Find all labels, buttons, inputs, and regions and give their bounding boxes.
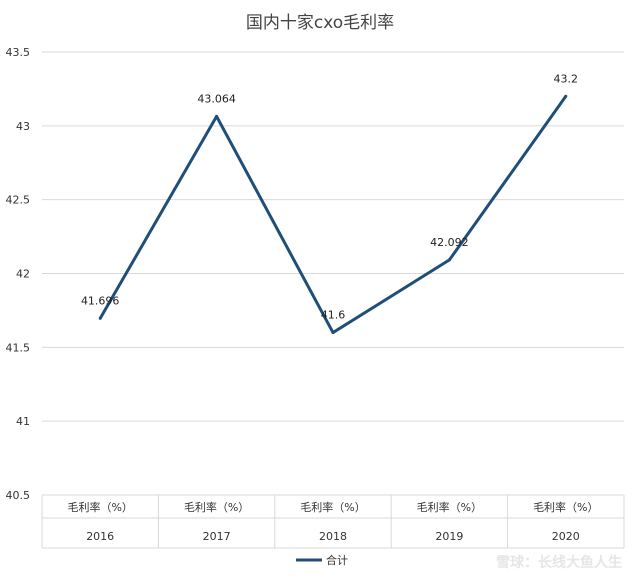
data-label: 41.696 <box>81 294 120 307</box>
series-layer <box>98 94 568 335</box>
data-label: 43.2 <box>554 72 579 85</box>
y-tick-label: 42.5 <box>6 194 31 207</box>
data-point <box>98 316 102 320</box>
x-tick-label: 2020 <box>552 530 580 543</box>
data-point <box>331 331 335 335</box>
x-tick-label: 2018 <box>319 530 347 543</box>
x-tick-label: 2019 <box>435 530 463 543</box>
y-tick-label: 41.5 <box>6 341 31 354</box>
y-tick-label: 40.5 <box>6 489 31 502</box>
category-group-label: 毛利率（%） <box>67 500 132 514</box>
data-label: 41.6 <box>321 309 346 322</box>
watermark-text: 雪球：长线大鱼人生 <box>496 554 622 571</box>
chart-title: 国内十家cxo毛利率 <box>246 13 394 33</box>
category-group-label: 毛利率（%） <box>300 500 365 514</box>
x-axis: 毛利率（%） 2016 毛利率（%） 2017 毛利率（%） 2018 毛利率（%） 2019… <box>41 495 625 549</box>
data-point <box>215 114 219 118</box>
data-labels: 41.696 43.064 41.6 42.092 43.2 <box>81 72 578 321</box>
x-tick-label: 2017 <box>203 530 231 543</box>
y-tick-label: 43 <box>16 120 30 133</box>
y-axis: 43.5 43 42.5 42 41.5 41 40.5 <box>6 46 31 502</box>
data-point <box>447 258 451 262</box>
category-group-label: 毛利率（%） <box>184 500 249 514</box>
y-tick-label: 42 <box>16 268 30 281</box>
x-tick-label: 2016 <box>86 530 114 543</box>
data-label: 43.064 <box>197 92 236 105</box>
y-tick-label: 41 <box>16 415 30 428</box>
data-point <box>564 94 568 98</box>
category-group-label: 毛利率（%） <box>533 500 598 514</box>
legend-label: 合计 <box>326 553 348 567</box>
category-group-label: 毛利率（%） <box>417 500 482 514</box>
series-line <box>98 95 568 335</box>
y-tick-label: 43.5 <box>6 46 31 59</box>
grid <box>42 51 624 496</box>
data-label: 42.092 <box>430 236 469 249</box>
legend: 合计 <box>296 553 348 567</box>
